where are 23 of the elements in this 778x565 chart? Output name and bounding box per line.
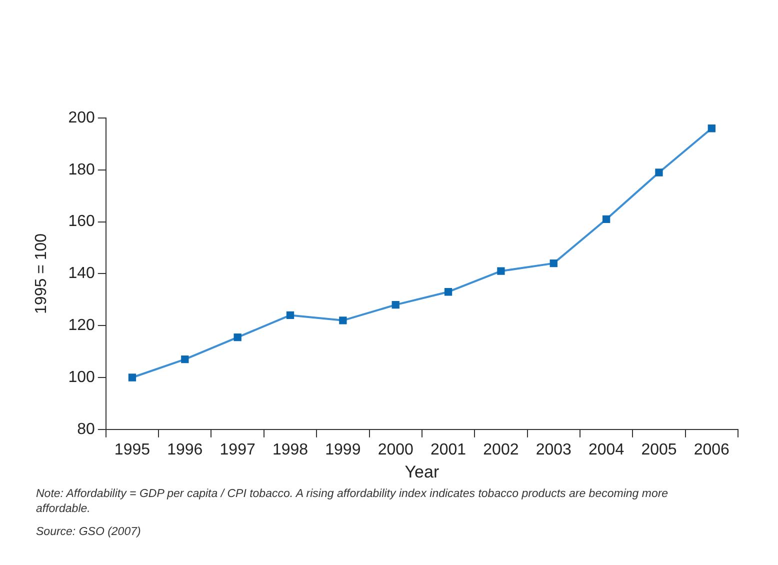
x-tick-label: 1997 bbox=[220, 441, 256, 458]
x-axis-title: Year bbox=[404, 462, 440, 482]
x-tick-label: 2002 bbox=[483, 441, 519, 458]
y-tick-label: 180 bbox=[68, 161, 95, 178]
x-tick-label: 1998 bbox=[272, 441, 308, 458]
y-tick-label: 160 bbox=[68, 213, 95, 230]
x-tick-label: 2006 bbox=[694, 441, 730, 458]
x-tick-label: 2005 bbox=[641, 441, 677, 458]
x-tick-label: 1996 bbox=[167, 441, 203, 458]
x-tick-label: 1995 bbox=[114, 441, 150, 458]
y-axis-title: 1995 = 100 bbox=[33, 233, 50, 314]
y-tick-label: 80 bbox=[77, 420, 95, 438]
x-tick-label: 2000 bbox=[378, 441, 414, 458]
y-tick-label: 200 bbox=[68, 109, 95, 126]
x-tick-label: 2004 bbox=[588, 441, 624, 458]
y-tick-label: 140 bbox=[68, 265, 95, 282]
source-note: Source: GSO (2007) bbox=[36, 525, 142, 540]
y-tick-label: 120 bbox=[68, 317, 95, 334]
x-tick-label: 1999 bbox=[325, 441, 361, 458]
text: Note: Affordability = GDP per capita / CPI tobacco. A rising affordability index indicates tobacco products are becoming more affordable. bbox=[36, 487, 670, 517]
y-tick-label: 100 bbox=[68, 368, 95, 386]
x-tick-label: 2001 bbox=[430, 441, 466, 458]
x-tick-label: 2003 bbox=[536, 441, 572, 458]
